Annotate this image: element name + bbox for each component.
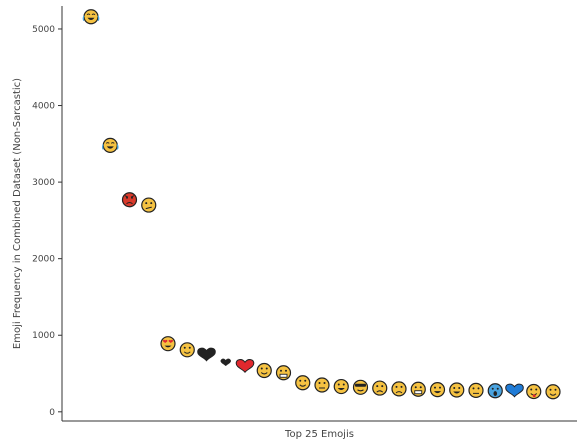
heart-eyes-face-icon [160, 336, 176, 352]
neutral-face-icon [468, 382, 484, 398]
y-axis-title: Emoji Frequency in Combined Dataset (Non… [12, 78, 23, 349]
angry-face-icon [121, 192, 138, 208]
axes [61, 6, 577, 422]
face-with-tears-of-joy-icon [82, 9, 100, 25]
y-tick-label: 4000 [32, 102, 55, 112]
y-tick-label: 5000 [32, 25, 55, 35]
loudly-crying-face-icon [101, 137, 119, 153]
grimacing-face-icon [275, 365, 292, 381]
black-heart-icon [197, 347, 216, 362]
y-tick-label: 3000 [32, 178, 55, 188]
y-tick-label: 2000 [32, 255, 55, 265]
pensive-face-icon [391, 381, 407, 397]
weary-face-icon [410, 381, 426, 397]
x-axis-title: Top 25 Emojis [284, 429, 354, 440]
frowning-face-icon [372, 380, 388, 396]
screaming-face-icon [487, 383, 503, 399]
smirking-face-icon [545, 384, 561, 400]
red-heart-icon [235, 359, 255, 374]
unamused-face-icon [314, 377, 330, 393]
tongue-face-icon [526, 383, 542, 400]
winking-face-icon [256, 362, 272, 379]
blue-heart-icon [505, 383, 524, 398]
grinning-face-icon [333, 378, 349, 395]
confused-face-icon [141, 197, 157, 213]
small-black-heart-icon [220, 358, 231, 367]
sunglasses-face-icon [352, 379, 369, 395]
grinning-sweat-face-icon [449, 382, 465, 398]
emoji-markers [82, 9, 561, 400]
smiling-face-icon [179, 342, 195, 358]
slightly-smiling-face-icon [295, 375, 311, 391]
beaming-face-icon [429, 382, 446, 398]
y-axis-ticks: 0 1000 2000 3000 4000 5000 [32, 25, 62, 418]
y-tick-label: 1000 [32, 331, 55, 341]
y-tick-label: 0 [49, 408, 55, 418]
